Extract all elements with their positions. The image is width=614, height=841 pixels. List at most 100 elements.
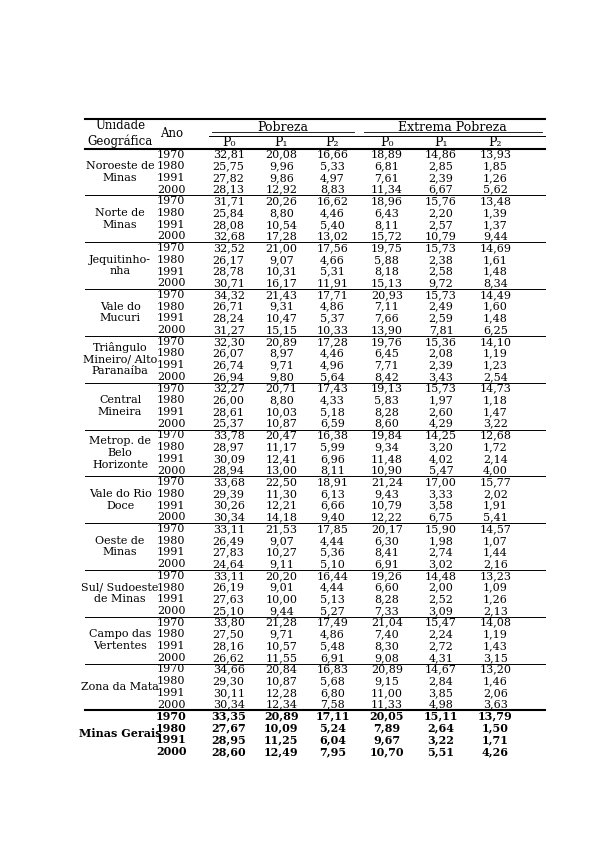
Text: Extrema Pobreza: Extrema Pobreza (398, 120, 507, 134)
Text: 9,07: 9,07 (269, 255, 293, 265)
Text: 8,30: 8,30 (375, 641, 399, 651)
Text: 16,62: 16,62 (316, 196, 349, 206)
Text: 25,10: 25,10 (212, 606, 244, 616)
Text: 1,09: 1,09 (483, 583, 508, 593)
Text: 28,24: 28,24 (212, 314, 244, 324)
Text: 30,09: 30,09 (212, 454, 244, 464)
Text: 2,85: 2,85 (429, 161, 453, 172)
Text: 4,31: 4,31 (429, 653, 453, 663)
Text: 2,64: 2,64 (427, 722, 454, 733)
Text: 1991: 1991 (157, 454, 185, 464)
Text: 26,19: 26,19 (212, 583, 244, 593)
Text: 1980: 1980 (157, 676, 185, 686)
Text: 5,33: 5,33 (320, 161, 345, 172)
Text: 1,98: 1,98 (429, 536, 453, 546)
Text: 7,81: 7,81 (429, 325, 453, 335)
Text: 2,06: 2,06 (483, 688, 508, 698)
Text: 4,02: 4,02 (429, 454, 453, 464)
Text: 5,68: 5,68 (320, 676, 345, 686)
Text: 1970: 1970 (157, 617, 185, 627)
Text: 20,89: 20,89 (265, 336, 297, 346)
Text: 1991: 1991 (157, 547, 185, 558)
Text: 11,00: 11,00 (371, 688, 403, 698)
Text: 1,23: 1,23 (483, 360, 508, 370)
Text: 6,91: 6,91 (320, 653, 345, 663)
Text: 20,17: 20,17 (371, 524, 403, 534)
Text: 11,17: 11,17 (265, 442, 297, 452)
Text: 5,51: 5,51 (427, 746, 454, 757)
Text: 1980: 1980 (157, 442, 185, 452)
Text: 1980: 1980 (156, 722, 187, 733)
Text: 3,22: 3,22 (483, 419, 508, 429)
Text: 1,43: 1,43 (483, 641, 508, 651)
Text: 10,79: 10,79 (425, 231, 457, 241)
Text: 11,25: 11,25 (264, 734, 298, 745)
Text: 10,09: 10,09 (264, 722, 298, 733)
Text: 21,53: 21,53 (265, 524, 297, 534)
Text: 3,20: 3,20 (429, 442, 453, 452)
Text: 1,07: 1,07 (483, 536, 508, 546)
Text: 1970: 1970 (157, 150, 185, 160)
Text: 3,22: 3,22 (427, 734, 454, 745)
Text: 8,11: 8,11 (320, 466, 345, 475)
Text: 2,02: 2,02 (483, 489, 508, 499)
Text: 1970: 1970 (157, 336, 185, 346)
Text: 9,11: 9,11 (269, 559, 293, 569)
Text: 6,81: 6,81 (375, 161, 399, 172)
Text: 1970: 1970 (157, 571, 185, 581)
Text: Metrop. de
Belo
Horizonte: Metrop. de Belo Horizonte (89, 436, 151, 469)
Text: Central
Mineira: Central Mineira (98, 395, 142, 417)
Text: 4,86: 4,86 (320, 302, 345, 312)
Text: 21,28: 21,28 (265, 617, 297, 627)
Text: 1991: 1991 (157, 595, 185, 605)
Text: 10,57: 10,57 (265, 641, 297, 651)
Text: 2,24: 2,24 (429, 629, 453, 639)
Text: 17,11: 17,11 (315, 711, 350, 722)
Text: 7,66: 7,66 (375, 314, 399, 324)
Text: 10,47: 10,47 (265, 314, 297, 324)
Text: P₂: P₂ (489, 135, 502, 149)
Text: 6,04: 6,04 (319, 734, 346, 745)
Text: 1,60: 1,60 (483, 302, 508, 312)
Text: 4,86: 4,86 (320, 629, 345, 639)
Text: 1970: 1970 (157, 290, 185, 300)
Text: 14,25: 14,25 (425, 431, 457, 441)
Text: 1991: 1991 (157, 314, 185, 324)
Text: 1,19: 1,19 (483, 348, 508, 358)
Text: 1,91: 1,91 (483, 500, 508, 510)
Text: 29,30: 29,30 (212, 676, 244, 686)
Text: 19,84: 19,84 (371, 431, 403, 441)
Text: 1,61: 1,61 (483, 255, 508, 265)
Text: 9,01: 9,01 (269, 583, 293, 593)
Text: 1991: 1991 (157, 500, 185, 510)
Text: 8,18: 8,18 (375, 267, 399, 277)
Text: 8,28: 8,28 (375, 595, 399, 605)
Text: 2,14: 2,14 (483, 454, 508, 464)
Text: 4,26: 4,26 (482, 746, 509, 757)
Text: 28,16: 28,16 (212, 641, 244, 651)
Text: 2000: 2000 (157, 700, 185, 710)
Text: 8,11: 8,11 (375, 220, 399, 230)
Text: 2,54: 2,54 (483, 372, 508, 382)
Text: 14,73: 14,73 (480, 383, 511, 394)
Text: 25,75: 25,75 (212, 161, 244, 172)
Text: 10,70: 10,70 (370, 746, 404, 757)
Text: 25,84: 25,84 (212, 208, 244, 218)
Text: 1991: 1991 (157, 641, 185, 651)
Text: 14,86: 14,86 (425, 150, 457, 160)
Text: 2,08: 2,08 (429, 348, 453, 358)
Text: 11,34: 11,34 (371, 185, 403, 194)
Text: 6,91: 6,91 (375, 559, 399, 569)
Text: 12,28: 12,28 (265, 688, 297, 698)
Text: 1,47: 1,47 (483, 407, 508, 417)
Text: 30,26: 30,26 (212, 500, 244, 510)
Text: 9,15: 9,15 (375, 676, 399, 686)
Text: 34,32: 34,32 (212, 290, 244, 300)
Text: 2,20: 2,20 (429, 208, 453, 218)
Text: 20,20: 20,20 (265, 571, 297, 581)
Text: 15,13: 15,13 (371, 278, 403, 288)
Text: 1,46: 1,46 (483, 676, 508, 686)
Text: 11,55: 11,55 (265, 653, 297, 663)
Text: 11,30: 11,30 (265, 489, 297, 499)
Text: 9,40: 9,40 (320, 512, 345, 522)
